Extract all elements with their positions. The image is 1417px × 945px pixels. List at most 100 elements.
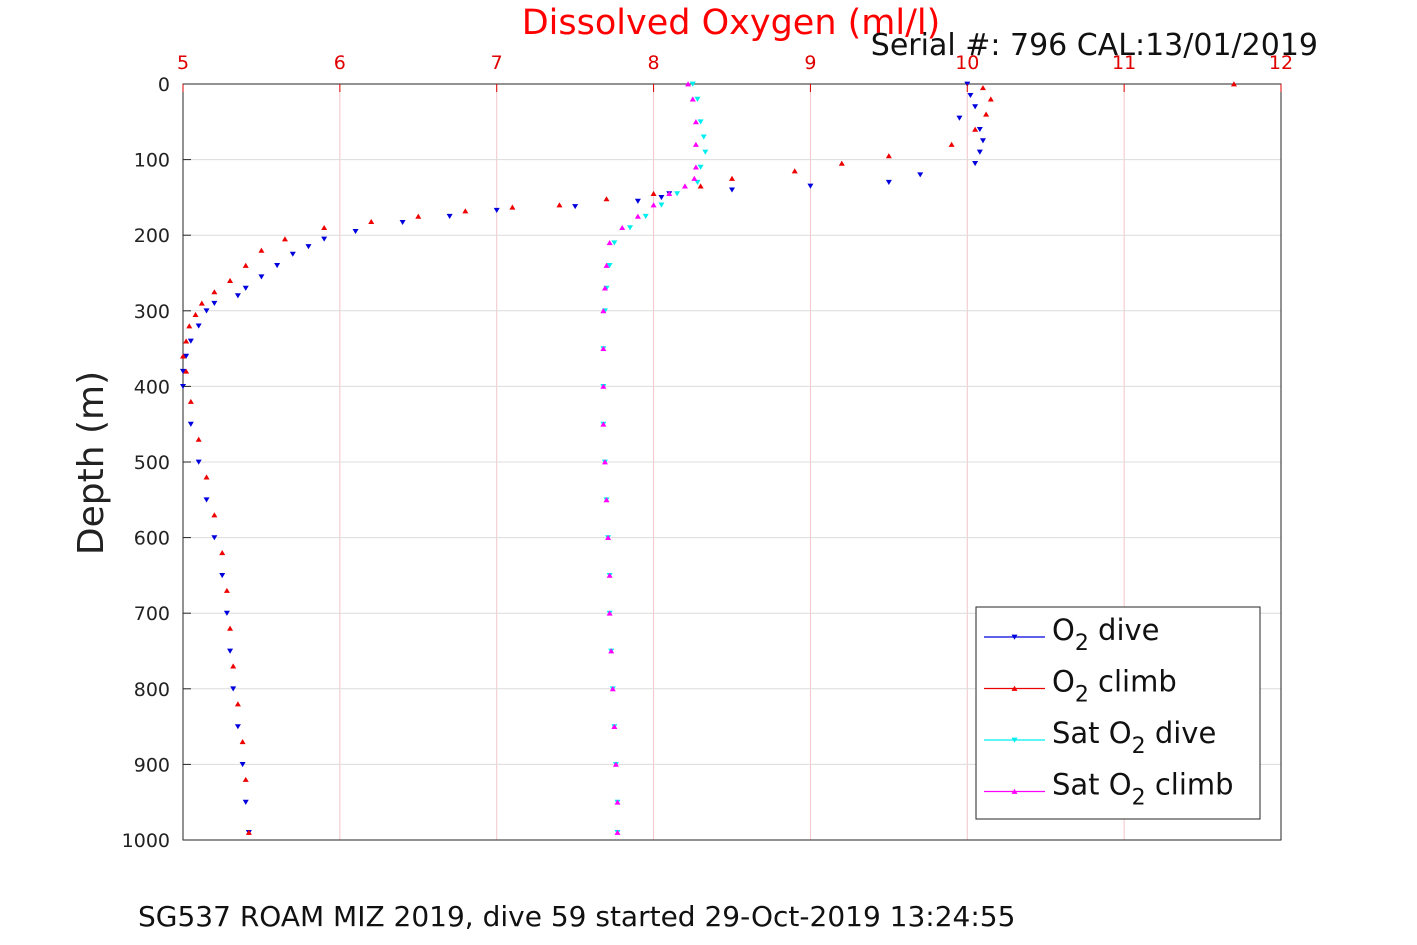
- data-point: [697, 119, 704, 125]
- legend-marker: [1011, 737, 1018, 743]
- data-point: [972, 160, 979, 167]
- data-point: [242, 285, 249, 291]
- data-point: [211, 512, 218, 518]
- data-point: [234, 293, 241, 299]
- data-point: [600, 383, 607, 389]
- data-point: [692, 164, 699, 170]
- data-point: [230, 663, 237, 669]
- data-point: [219, 573, 226, 579]
- data-point: [234, 724, 241, 730]
- chart-caption: SG537 ROAM MIZ 2019, dive 59 started 29-…: [138, 900, 1015, 933]
- legend-marker: [1011, 685, 1018, 691]
- legend-label: Sat O2 climb: [1052, 768, 1234, 811]
- data-point: [245, 829, 252, 835]
- data-point: [619, 224, 626, 231]
- data-point: [694, 179, 701, 185]
- chart-subtitle: Serial #: 796 CAL:13/01/2019: [871, 28, 1318, 63]
- y-tick-label: 100: [134, 150, 170, 172]
- data-point: [281, 236, 288, 242]
- x-tick-label: 11: [1112, 52, 1136, 74]
- y-axis-label: Depth (m): [71, 371, 112, 555]
- x-tick-label: 7: [491, 52, 503, 74]
- data-point: [305, 244, 312, 250]
- data-point: [697, 164, 704, 170]
- data-point: [239, 739, 246, 745]
- data-point: [600, 345, 607, 351]
- legend-marker: [1011, 634, 1018, 640]
- data-point: [195, 436, 202, 442]
- data-point: [227, 625, 234, 631]
- data-point: [1230, 81, 1237, 87]
- data-point: [791, 168, 798, 174]
- data-point: [493, 207, 500, 213]
- series-o2-dive: [180, 81, 986, 836]
- data-point: [689, 96, 696, 102]
- data-point: [258, 274, 265, 280]
- data-point: [948, 141, 955, 147]
- data-point: [227, 648, 234, 654]
- data-point: [234, 701, 241, 707]
- data-point: [180, 353, 186, 359]
- data-point: [885, 153, 892, 159]
- series-o2-climb: [180, 81, 1237, 835]
- data-point: [187, 338, 194, 344]
- legend-box: [975, 606, 1261, 820]
- data-point: [227, 277, 234, 283]
- y-tick-label: 500: [134, 452, 170, 474]
- y-tick-label: 400: [134, 376, 170, 398]
- data-point: [987, 96, 994, 102]
- data-point: [611, 723, 618, 729]
- data-point: [321, 224, 328, 231]
- data-point: [211, 289, 218, 295]
- data-point: [258, 247, 265, 253]
- data-point: [203, 497, 210, 503]
- x-tick-label: 9: [804, 52, 816, 74]
- data-point: [642, 213, 649, 219]
- data-point: [230, 686, 237, 692]
- x-tick-label: 12: [1269, 52, 1293, 74]
- data-point: [694, 96, 701, 102]
- data-point: [603, 196, 610, 202]
- data-point: [274, 263, 281, 269]
- data-point: [917, 172, 924, 178]
- data-point: [972, 104, 979, 110]
- data-point: [702, 149, 709, 155]
- data-point: [612, 761, 619, 767]
- data-point: [685, 81, 692, 87]
- y-tick-label: 300: [134, 301, 170, 323]
- data-point: [462, 208, 469, 214]
- data-point: [650, 202, 657, 208]
- data-point: [976, 149, 983, 155]
- data-point: [198, 300, 205, 306]
- x-tick-label: 10: [955, 52, 979, 74]
- data-point: [211, 300, 218, 306]
- data-point: [838, 160, 845, 166]
- data-point: [983, 111, 990, 117]
- data-point: [608, 648, 615, 654]
- x-tick-label: 8: [648, 52, 660, 74]
- legend-label: O2 climb: [1052, 665, 1177, 708]
- data-point: [606, 240, 613, 246]
- data-point: [634, 198, 641, 204]
- data-point: [446, 213, 453, 219]
- data-point: [192, 311, 199, 317]
- data-point: [692, 141, 699, 147]
- data-point: [509, 204, 516, 210]
- data-point: [614, 799, 621, 805]
- data-point: [600, 421, 607, 427]
- data-point: [352, 229, 359, 235]
- data-point: [289, 251, 296, 257]
- data-point: [606, 572, 613, 578]
- data-point: [183, 338, 190, 344]
- data-point: [972, 126, 979, 132]
- y-tick-label: 200: [134, 225, 170, 247]
- data-point: [415, 213, 422, 219]
- legend: O2 dive O2 climb Sat O2 dive Sat O2 climb: [975, 606, 1261, 820]
- data-point: [321, 236, 328, 242]
- data-point: [609, 686, 616, 692]
- data-point: [976, 126, 983, 133]
- data-point: [195, 459, 202, 465]
- data-point: [605, 534, 612, 540]
- x-tick-labels: 5 6 7 8 9 10 11 12: [177, 52, 1293, 92]
